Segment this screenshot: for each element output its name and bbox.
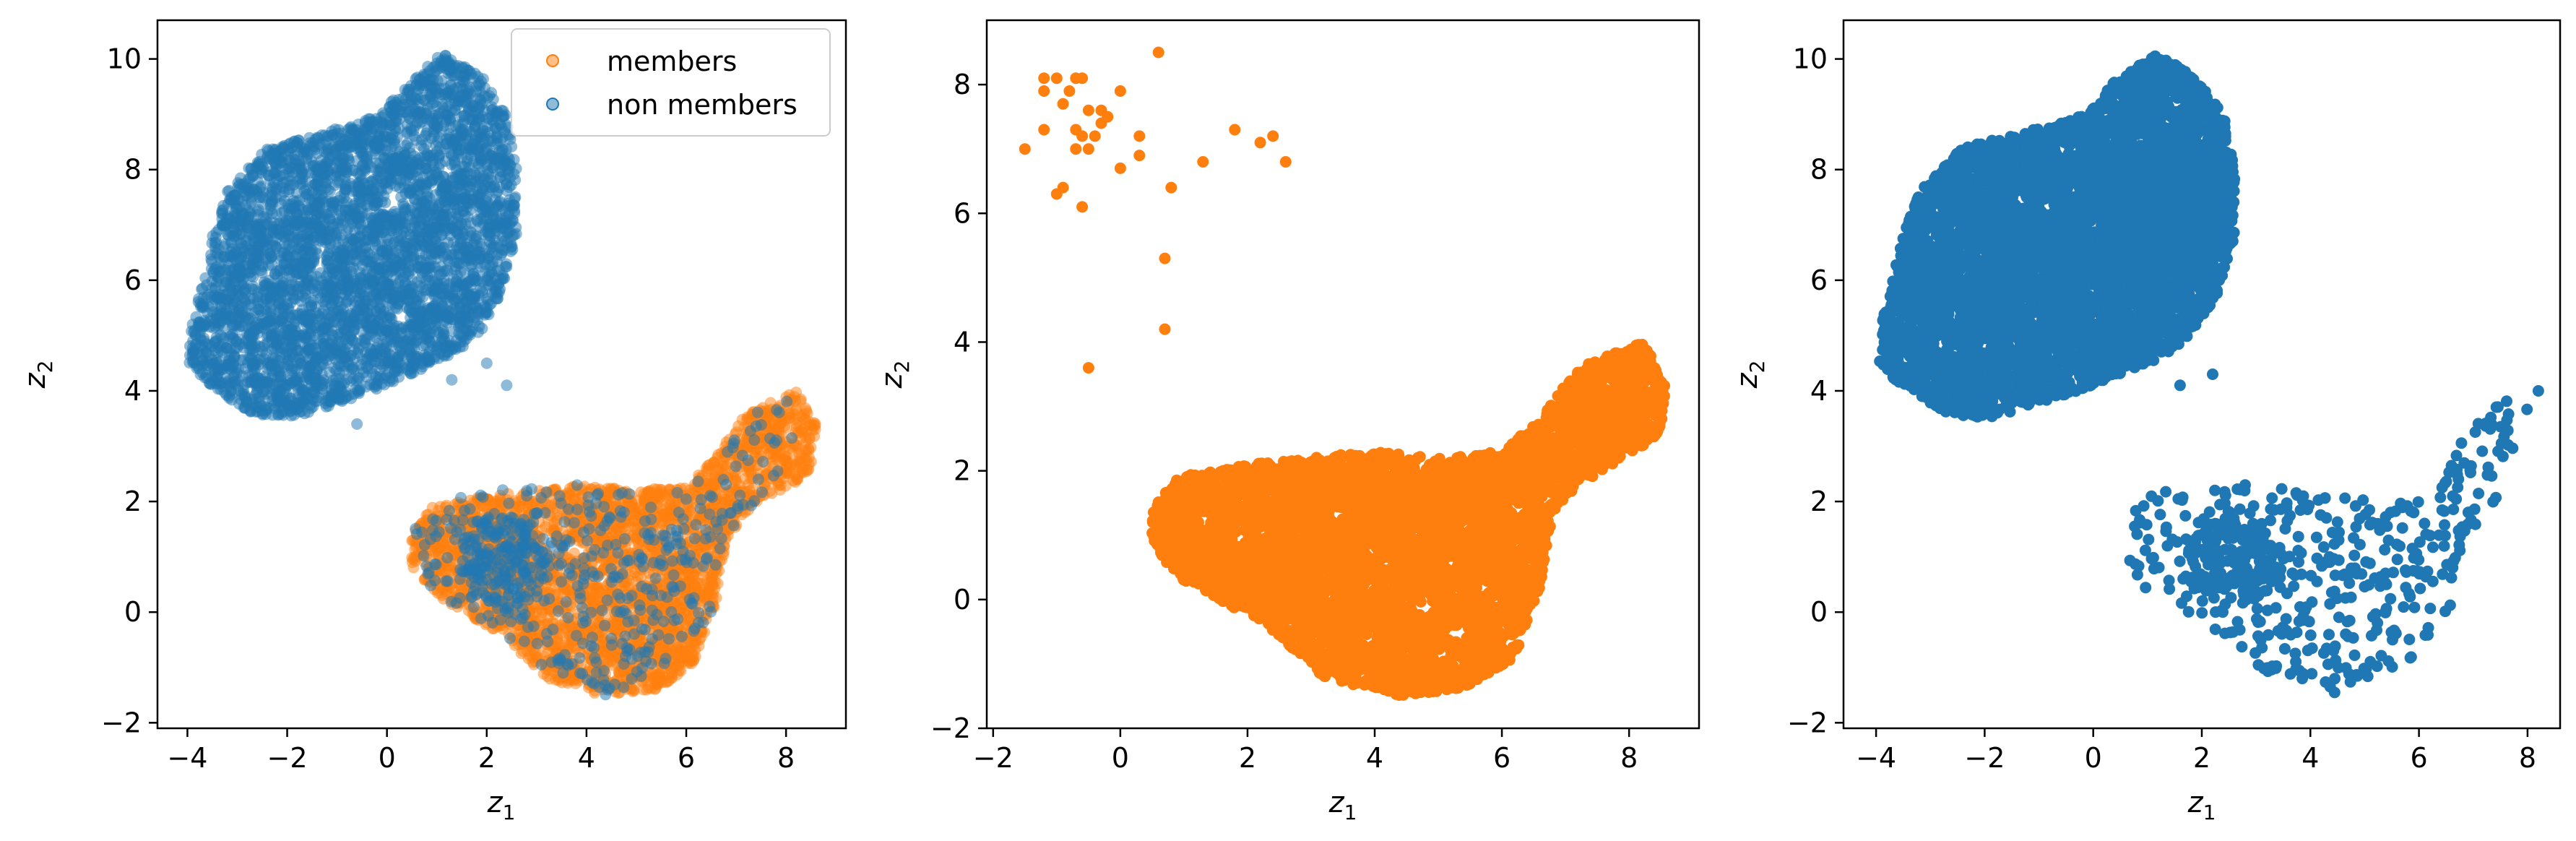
data-point bbox=[545, 582, 558, 594]
data-point bbox=[614, 524, 626, 536]
data-point bbox=[675, 644, 687, 655]
data-point bbox=[406, 556, 418, 569]
data-point bbox=[588, 592, 600, 604]
points-layer bbox=[183, 50, 821, 701]
data-point bbox=[590, 581, 602, 593]
data-point bbox=[650, 491, 662, 504]
data-point bbox=[704, 459, 716, 471]
data-point bbox=[686, 657, 698, 670]
data-point bbox=[785, 460, 797, 472]
data-point bbox=[595, 629, 608, 642]
data-point bbox=[740, 465, 753, 477]
data-point bbox=[661, 676, 673, 688]
data-point bbox=[705, 575, 717, 587]
data-point bbox=[800, 444, 812, 456]
data-point bbox=[778, 420, 790, 432]
data-point bbox=[793, 417, 805, 429]
data-point bbox=[774, 479, 787, 491]
data-point bbox=[569, 492, 581, 504]
data-point bbox=[766, 487, 778, 499]
data-point bbox=[801, 464, 813, 475]
data-point bbox=[683, 573, 696, 585]
data-point bbox=[693, 640, 705, 652]
data-point bbox=[626, 498, 639, 510]
